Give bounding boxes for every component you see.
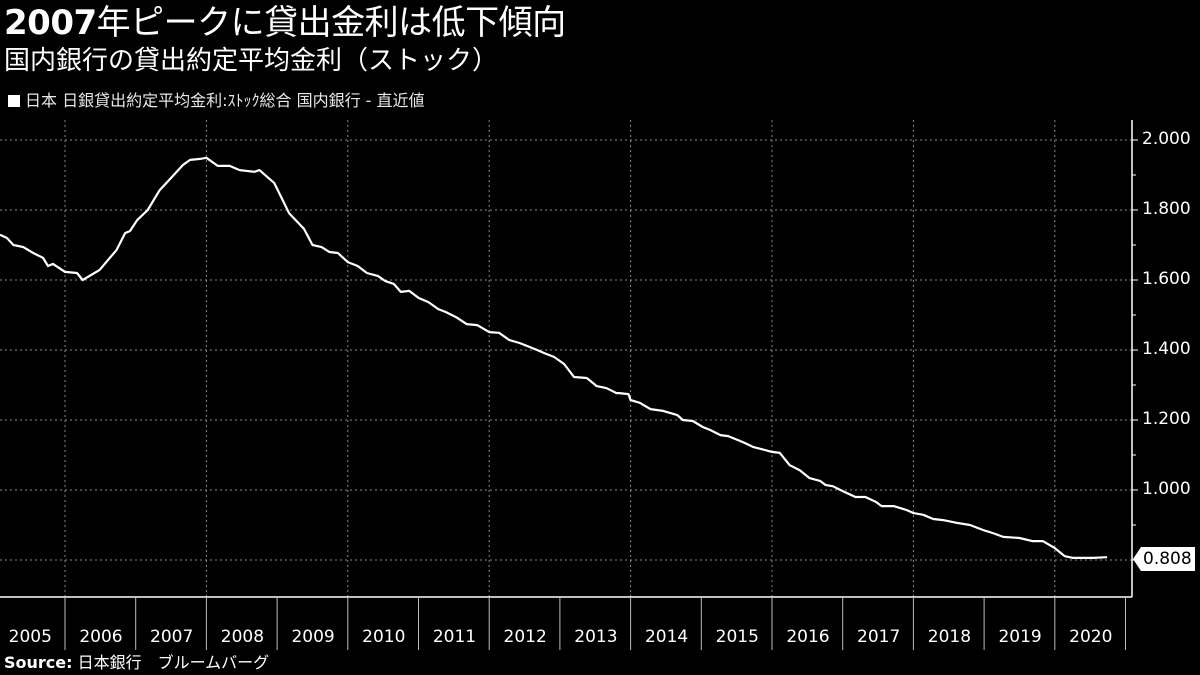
legend-label: 日本 日銀貸出約定平均金利:ｽﾄｯｸ総合 国内銀行 - 直近値 xyxy=(25,91,425,110)
x-tick-label: 2008 xyxy=(220,627,265,647)
last-value-tag: 0.808 xyxy=(1133,547,1195,571)
x-tick-label: 2010 xyxy=(362,627,406,647)
y-tick-label: 1.200 xyxy=(1142,409,1191,429)
x-tick-label: 2009 xyxy=(291,627,335,647)
x-tick-label: 2018 xyxy=(927,627,972,647)
x-tick-label: 2005 xyxy=(8,627,52,647)
y-tick-label: 1.800 xyxy=(1142,199,1191,219)
x-tick-label: 2015 xyxy=(715,627,759,647)
x-tick-label: 2014 xyxy=(644,627,689,647)
axes xyxy=(0,120,1138,650)
y-tick-label: 1.000 xyxy=(1142,479,1191,499)
gridlines xyxy=(0,120,1132,597)
last-value: 0.808 xyxy=(1141,547,1195,571)
x-tick-label: 2012 xyxy=(503,627,547,647)
legend-swatch-icon xyxy=(8,95,20,107)
chart-subtitle: 国内銀行の貸出約定平均金利（ストック） xyxy=(4,46,499,76)
legend: 日本 日銀貸出約定平均金利:ｽﾄｯｸ総合 国内銀行 - 直近値 xyxy=(8,90,425,112)
tag-arrow-icon xyxy=(1133,547,1141,571)
x-tick-label: 2006 xyxy=(79,627,123,647)
x-tick-label: 2017 xyxy=(857,627,901,647)
y-tick-label: 1.400 xyxy=(1142,339,1191,359)
title-year: 2007 xyxy=(4,3,97,43)
y-tick-label: 1.600 xyxy=(1142,269,1191,289)
x-tick-label: 2016 xyxy=(786,627,830,647)
x-tick-label: 2020 xyxy=(1069,627,1113,647)
x-tick-label: 2007 xyxy=(150,627,194,647)
x-tick-label: 2013 xyxy=(574,627,618,647)
title-text: 年ピークに貸出金利は低下傾向 xyxy=(96,3,567,43)
chart-title: 2007年ピークに貸出金利は低下傾向 xyxy=(4,2,566,44)
y-tick-label: 2.000 xyxy=(1142,129,1191,149)
source-text: 日本銀行 ブルームバーグ xyxy=(77,653,270,672)
series-line xyxy=(0,156,1108,560)
x-tick-label: 2019 xyxy=(998,627,1042,647)
x-tick-label: 2011 xyxy=(432,627,477,647)
source-label: Source: xyxy=(4,653,73,672)
source-note: Source: 日本銀行 ブルームバーグ xyxy=(4,653,269,673)
